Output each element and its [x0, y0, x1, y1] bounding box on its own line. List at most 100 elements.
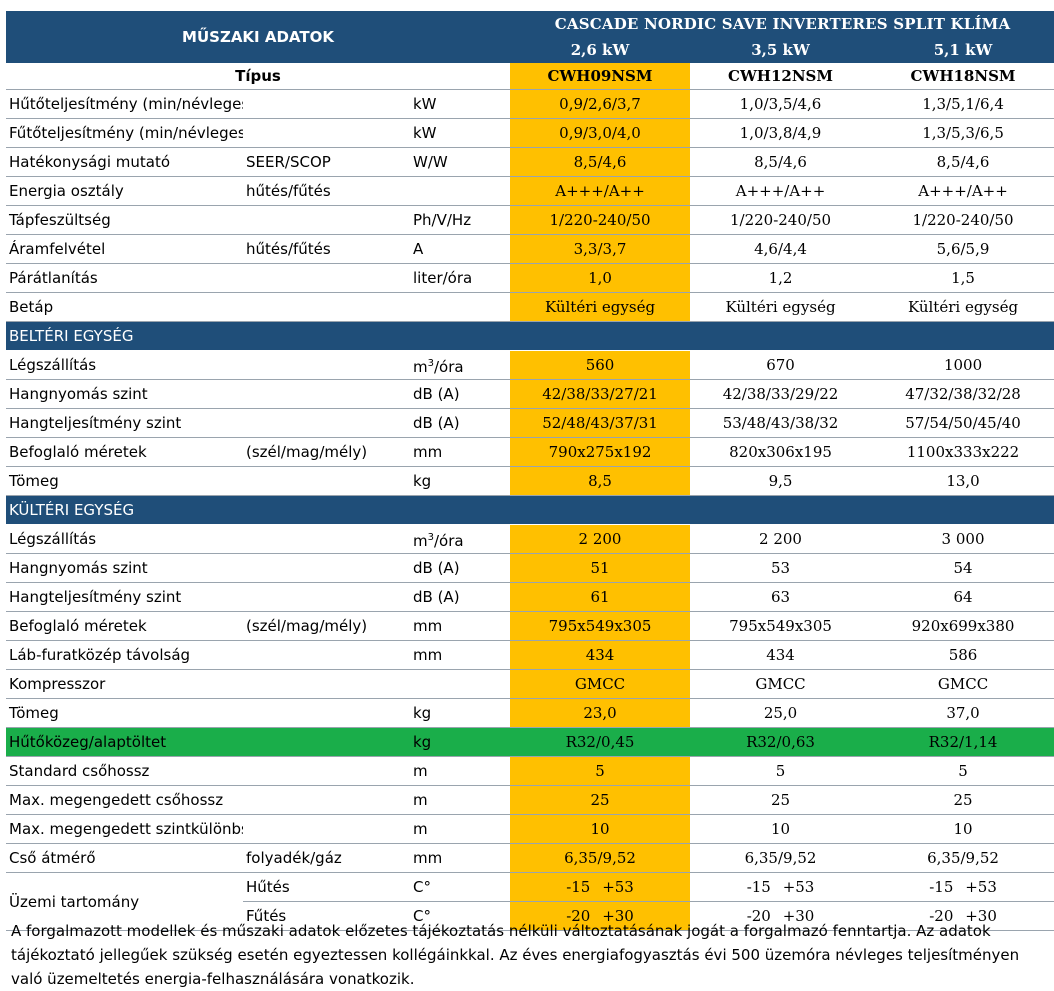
value-cell-2: 4,6/4,4 [690, 234, 872, 264]
value-cell-2: 1,2 [690, 263, 872, 293]
value-cell-1: 23,0 [510, 698, 691, 728]
value-cell-3: R32/1,14 [871, 727, 1054, 757]
value-cell-1: 3,3/3,7 [510, 234, 691, 264]
row-sublabel: folyadék/gáz [243, 843, 413, 873]
table-title: MŰSZAKI ADATOK [6, 11, 511, 63]
value-cell-3: 10 [871, 814, 1054, 844]
range-max: +30 [782, 907, 815, 925]
row-sublabel [243, 89, 413, 119]
row-label: Láb-furatközép távolság [6, 640, 243, 670]
row-label: Cső átmérő [6, 843, 243, 873]
value-cell-1: 1/220-240/50 [510, 205, 691, 235]
value-cell-3: 57/54/50/45/40 [871, 408, 1054, 438]
range-min: -15 [746, 878, 771, 896]
unit-cell: dB (A) [413, 553, 511, 583]
row-label: Hangnyomás szint [6, 379, 243, 409]
row-sublabel: (szél/mag/mély) [243, 611, 413, 641]
value-cell-1: 434 [510, 640, 691, 670]
value-cell-1: 795x549x305 [510, 611, 691, 641]
table-row: Betáp Kültéri egység Kültéri egység Kültéri… [6, 292, 1054, 322]
unit-cell: A [413, 234, 511, 264]
row-label: Max. megengedett csőhossz [6, 785, 243, 815]
value-cell-3: 5 [871, 756, 1054, 786]
value-cell-2: 434 [690, 640, 872, 670]
row-label: Hűtőteljesítmény (min/névleges/max) [6, 89, 243, 119]
unit-cell: m [413, 756, 511, 786]
model-row: Típus CWH09NSM CWH12NSM CWH18NSM [6, 63, 1054, 90]
unit-cell: m [413, 814, 511, 844]
range-cell-1: -20 +30 [510, 901, 691, 931]
range-cell-1: -15 +53 [510, 872, 691, 902]
table-row: Kompresszor GMCC GMCC GMCC [6, 669, 1054, 699]
value-cell-3: 13,0 [871, 466, 1054, 496]
table-row: Hangnyomás szint dB (A) 42/38/33/27/21 42/3… [6, 379, 1054, 409]
row-label: Befoglaló méretek [6, 611, 243, 641]
row-label: Standard csőhossz [6, 756, 243, 786]
row-label: Energia osztály [6, 176, 243, 206]
header-row-capacity: 2,6 kW 3,5 kW 5,1 kW [6, 37, 1054, 63]
table-row: Hangnyomás szint dB (A) 51 53 54 [6, 553, 1054, 583]
product-title: CASCADE NORDIC SAVE INVERTERES SPLIT KLÍ… [510, 11, 1054, 37]
row-sublabel [243, 379, 413, 409]
table-row: Tömeg kg 23,0 25,0 37,0 [6, 698, 1054, 728]
value-cell-3: 1000 [871, 350, 1054, 380]
value-cell-1: 25 [510, 785, 691, 815]
value-cell-1: Kültéri egység [510, 292, 691, 322]
range-cell-2: -15 +53 [690, 872, 872, 902]
value-cell-1: 51 [510, 553, 691, 583]
value-cell-2: GMCC [690, 669, 872, 699]
row-label: Légszállítás [6, 350, 243, 380]
value-cell-2: 8,5/4,6 [690, 147, 872, 177]
value-cell-1: 5 [510, 756, 691, 786]
unit-cell: kg [413, 727, 511, 757]
value-cell-1: 8,5 [510, 466, 691, 496]
range-max: +30 [602, 907, 634, 925]
range-min: -20 [566, 907, 591, 925]
value-cell-2: 1,0/3,8/4,9 [690, 118, 872, 148]
spec-table: MŰSZAKI ADATOK CASCADE NORDIC SAVE INVER… [6, 11, 1054, 931]
range-max: +53 [602, 878, 634, 896]
value-cell-3: A+++/A++ [871, 176, 1054, 206]
value-cell-3: 1,3/5,3/6,5 [871, 118, 1054, 148]
row-label: Légszállítás [6, 524, 243, 554]
unit-cell: mm [413, 640, 511, 670]
value-cell-3: GMCC [871, 669, 1054, 699]
value-cell-1: R32/0,45 [510, 727, 691, 757]
value-cell-2: 63 [690, 582, 872, 612]
row-sublabel [243, 582, 413, 612]
operating-row: Üzemi tartomány Hűtés C° -15 +53 -15 +53 -15 +53 [6, 872, 1054, 931]
row-sublabel [243, 408, 413, 438]
table-row: Fűtőteljesítmény (min/névleges/max) kW0,9… [6, 118, 1054, 148]
value-cell-1: 61 [510, 582, 691, 612]
table-row: Légszállítás m3/óra 2 200 2 200 3 000 [6, 524, 1054, 554]
value-cell-2: 9,5 [690, 466, 872, 496]
row-label: Kompresszor [6, 669, 243, 699]
row-sublabel: SEER/SCOP [243, 147, 413, 177]
unit-cell: m3/óra [413, 350, 511, 380]
value-cell-2: 2 200 [690, 524, 872, 554]
table-row: Hatékonysági mutató SEER/SCOP W/W 8,5/4,6 8,… [6, 147, 1054, 177]
value-cell-1: 10 [510, 814, 691, 844]
unit-cell: dB (A) [413, 379, 511, 409]
table-row: Párátlanítás liter/óra 1,0 1,2 1,5 [6, 263, 1054, 293]
table-row: Láb-furatközép távolság mm 434 434 586 [6, 640, 1054, 670]
unit-superscript: 3 [427, 531, 434, 543]
value-cell-2: 1,0/3,5/4,6 [690, 89, 872, 119]
capacity-2: 3,5 kW [690, 37, 872, 63]
value-cell-1: 2 200 [510, 524, 691, 554]
unit-cell: m [413, 785, 511, 815]
table-row: Áramfelvétel hűtés/fűtés A 3,3/3,7 4,6/4,4 5,… [6, 234, 1054, 264]
table-row: Standard csőhossz m 5 5 5 [6, 756, 1054, 786]
table-row: Befoglaló méretek (szél/mag/mély) mm 790x27… [6, 437, 1054, 467]
value-cell-2: 25 [690, 785, 872, 815]
value-cell-2: 820x306x195 [690, 437, 872, 467]
row-label: Max. megengedett szintkülönbség [6, 814, 243, 844]
value-cell-2: 53/48/43/38/32 [690, 408, 872, 438]
row-sublabel [243, 640, 413, 670]
operating-label: Üzemi tartomány [6, 872, 243, 931]
row-sublabel [243, 756, 413, 786]
refrigerant-row: Hűtőközeg/alaptöltet kg R32/0,45 R32/0,63 R3… [6, 727, 1054, 757]
section-title: KÜLTÉRI EGYSÉG [6, 495, 1054, 525]
value-cell-3: 1100x333x222 [871, 437, 1054, 467]
row-label: Hangteljesítmény szint [6, 582, 243, 612]
